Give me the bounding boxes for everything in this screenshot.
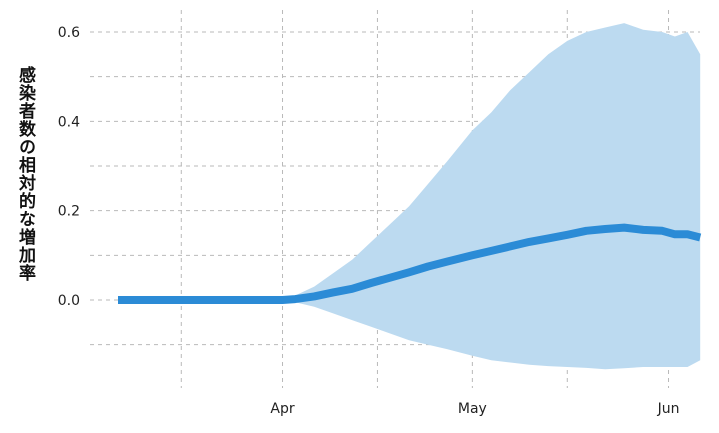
line-layer: [118, 223, 702, 304]
confidence-band-layer: [118, 23, 701, 370]
x-tick-label: Jun: [657, 401, 680, 417]
series-line: [118, 223, 702, 304]
tick-label-layer: 0.0 0.2 0.4 0.6 Apr May Jun: [58, 25, 680, 417]
x-tick-label: Apr: [270, 401, 294, 417]
y-tick-label: 0.6: [58, 25, 80, 41]
y-tick-label: 0.4: [58, 114, 80, 130]
confidence-band: [118, 23, 701, 370]
y-tick-label: 0.2: [58, 204, 80, 220]
y-tick-label: 0.0: [58, 293, 80, 309]
x-tick-label: May: [458, 401, 487, 417]
y-axis-label: 感染者数の相対的な増加率: [15, 66, 35, 282]
